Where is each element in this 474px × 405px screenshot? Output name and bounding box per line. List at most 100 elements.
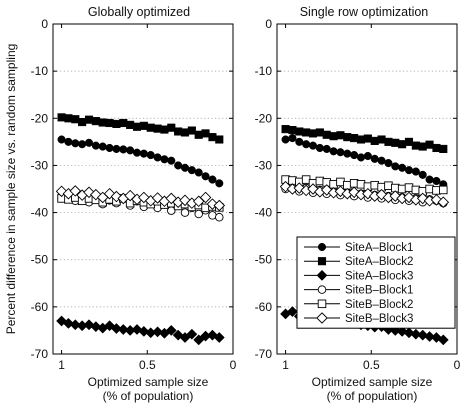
data-point xyxy=(105,118,114,128)
data-point xyxy=(336,148,345,157)
data-point xyxy=(180,163,190,172)
data-point xyxy=(281,135,290,144)
series-sitea-block1 xyxy=(57,135,224,188)
data-point xyxy=(69,319,81,331)
y-tick-label: -10 xyxy=(31,64,49,78)
data-point xyxy=(126,120,135,129)
data-point xyxy=(105,143,114,153)
data-point xyxy=(432,176,441,186)
data-point xyxy=(213,332,225,343)
data-point xyxy=(418,170,427,179)
legend-label: SiteA–Block3 xyxy=(345,270,413,282)
series-siteb-block3 xyxy=(55,185,226,212)
data-point xyxy=(308,141,318,150)
data-point xyxy=(167,156,176,165)
data-point xyxy=(295,127,304,136)
data-point xyxy=(57,113,66,122)
data-point xyxy=(57,135,66,144)
chart-title: Globally optimized xyxy=(88,5,190,19)
data-point xyxy=(391,162,400,171)
y-tick-label: -20 xyxy=(255,111,273,125)
data-point xyxy=(110,323,122,335)
data-point xyxy=(398,140,407,149)
data-point xyxy=(432,143,441,153)
chart-title: Single row optimization xyxy=(300,5,429,19)
x-tick-label: 0.5 xyxy=(363,358,380,372)
x-axis-label-line1: Optimized sample size xyxy=(312,375,433,389)
y-tick-label: -40 xyxy=(255,206,273,220)
y-axis-label: Percent difference in sample size vs. ra… xyxy=(4,44,18,335)
data-point xyxy=(98,118,107,127)
x-tick-label: 0.5 xyxy=(139,358,156,372)
data-point xyxy=(356,153,366,162)
data-point xyxy=(78,140,87,149)
data-point xyxy=(439,144,448,153)
data-point xyxy=(91,117,100,126)
data-point xyxy=(69,185,82,197)
data-point xyxy=(315,143,324,153)
data-point xyxy=(281,125,290,134)
legend: SiteA–Block1 SiteA–Block2 SiteA–Block3 Site… xyxy=(296,236,456,329)
y-tick-label: -50 xyxy=(31,253,49,267)
data-point xyxy=(165,324,177,336)
data-point xyxy=(308,129,318,138)
data-point xyxy=(208,211,217,220)
data-point xyxy=(187,166,196,175)
x-tick-label: 0 xyxy=(230,358,237,372)
data-point xyxy=(112,144,121,153)
y-tick-label: -40 xyxy=(31,206,49,220)
data-point xyxy=(112,119,121,128)
legend-label: SiteB–Block3 xyxy=(345,313,413,325)
data-point xyxy=(160,155,169,164)
data-point xyxy=(146,151,155,160)
data-point xyxy=(199,191,212,204)
data-point xyxy=(391,138,400,147)
x-tick-label: 0 xyxy=(454,358,461,372)
data-point xyxy=(213,199,226,212)
data-point xyxy=(78,118,87,127)
data-point xyxy=(384,137,393,146)
chart-panel-globally-optimized: Globally optimized Optimized sample size… xyxy=(31,5,237,403)
data-point xyxy=(84,138,94,147)
y-tick-label: -20 xyxy=(31,111,49,125)
data-point xyxy=(322,130,331,139)
data-point xyxy=(174,127,183,136)
y-tick-label: -60 xyxy=(31,300,49,314)
data-point xyxy=(132,148,142,157)
legend-item: SiteA–Block3 xyxy=(304,269,413,282)
data-point xyxy=(370,136,379,145)
legend-marker xyxy=(317,285,327,294)
legend-item: SiteA–Block2 xyxy=(304,256,413,268)
data-point xyxy=(117,324,129,335)
data-point xyxy=(439,185,448,195)
data-point xyxy=(201,172,210,181)
data-point xyxy=(180,208,190,217)
series-siteb-block3 xyxy=(279,180,450,208)
y-tick-label: -70 xyxy=(255,347,273,361)
series-sitea-block1 xyxy=(281,134,448,189)
data-point xyxy=(201,129,210,138)
legend-box xyxy=(296,236,456,329)
plot-frame xyxy=(52,23,234,355)
data-point xyxy=(119,118,128,128)
x-axis-label-line2: (% of population) xyxy=(103,389,194,403)
data-point xyxy=(132,122,142,131)
data-point xyxy=(329,132,338,141)
chart-panel-single-row-optimization: Single row optimization Optimized sample… xyxy=(255,5,461,403)
legend-marker xyxy=(316,312,328,324)
data-point xyxy=(215,135,224,144)
data-point xyxy=(84,115,94,124)
data-point xyxy=(288,134,297,143)
data-point xyxy=(180,128,190,137)
data-point xyxy=(411,141,420,150)
data-point xyxy=(425,140,434,149)
data-point xyxy=(194,209,203,219)
data-point xyxy=(215,213,224,222)
data-point xyxy=(146,123,155,132)
data-point xyxy=(356,135,366,144)
data-point xyxy=(153,124,162,133)
legend-item: SiteB–Block3 xyxy=(304,312,413,325)
data-point xyxy=(98,142,107,151)
data-point xyxy=(167,123,176,132)
